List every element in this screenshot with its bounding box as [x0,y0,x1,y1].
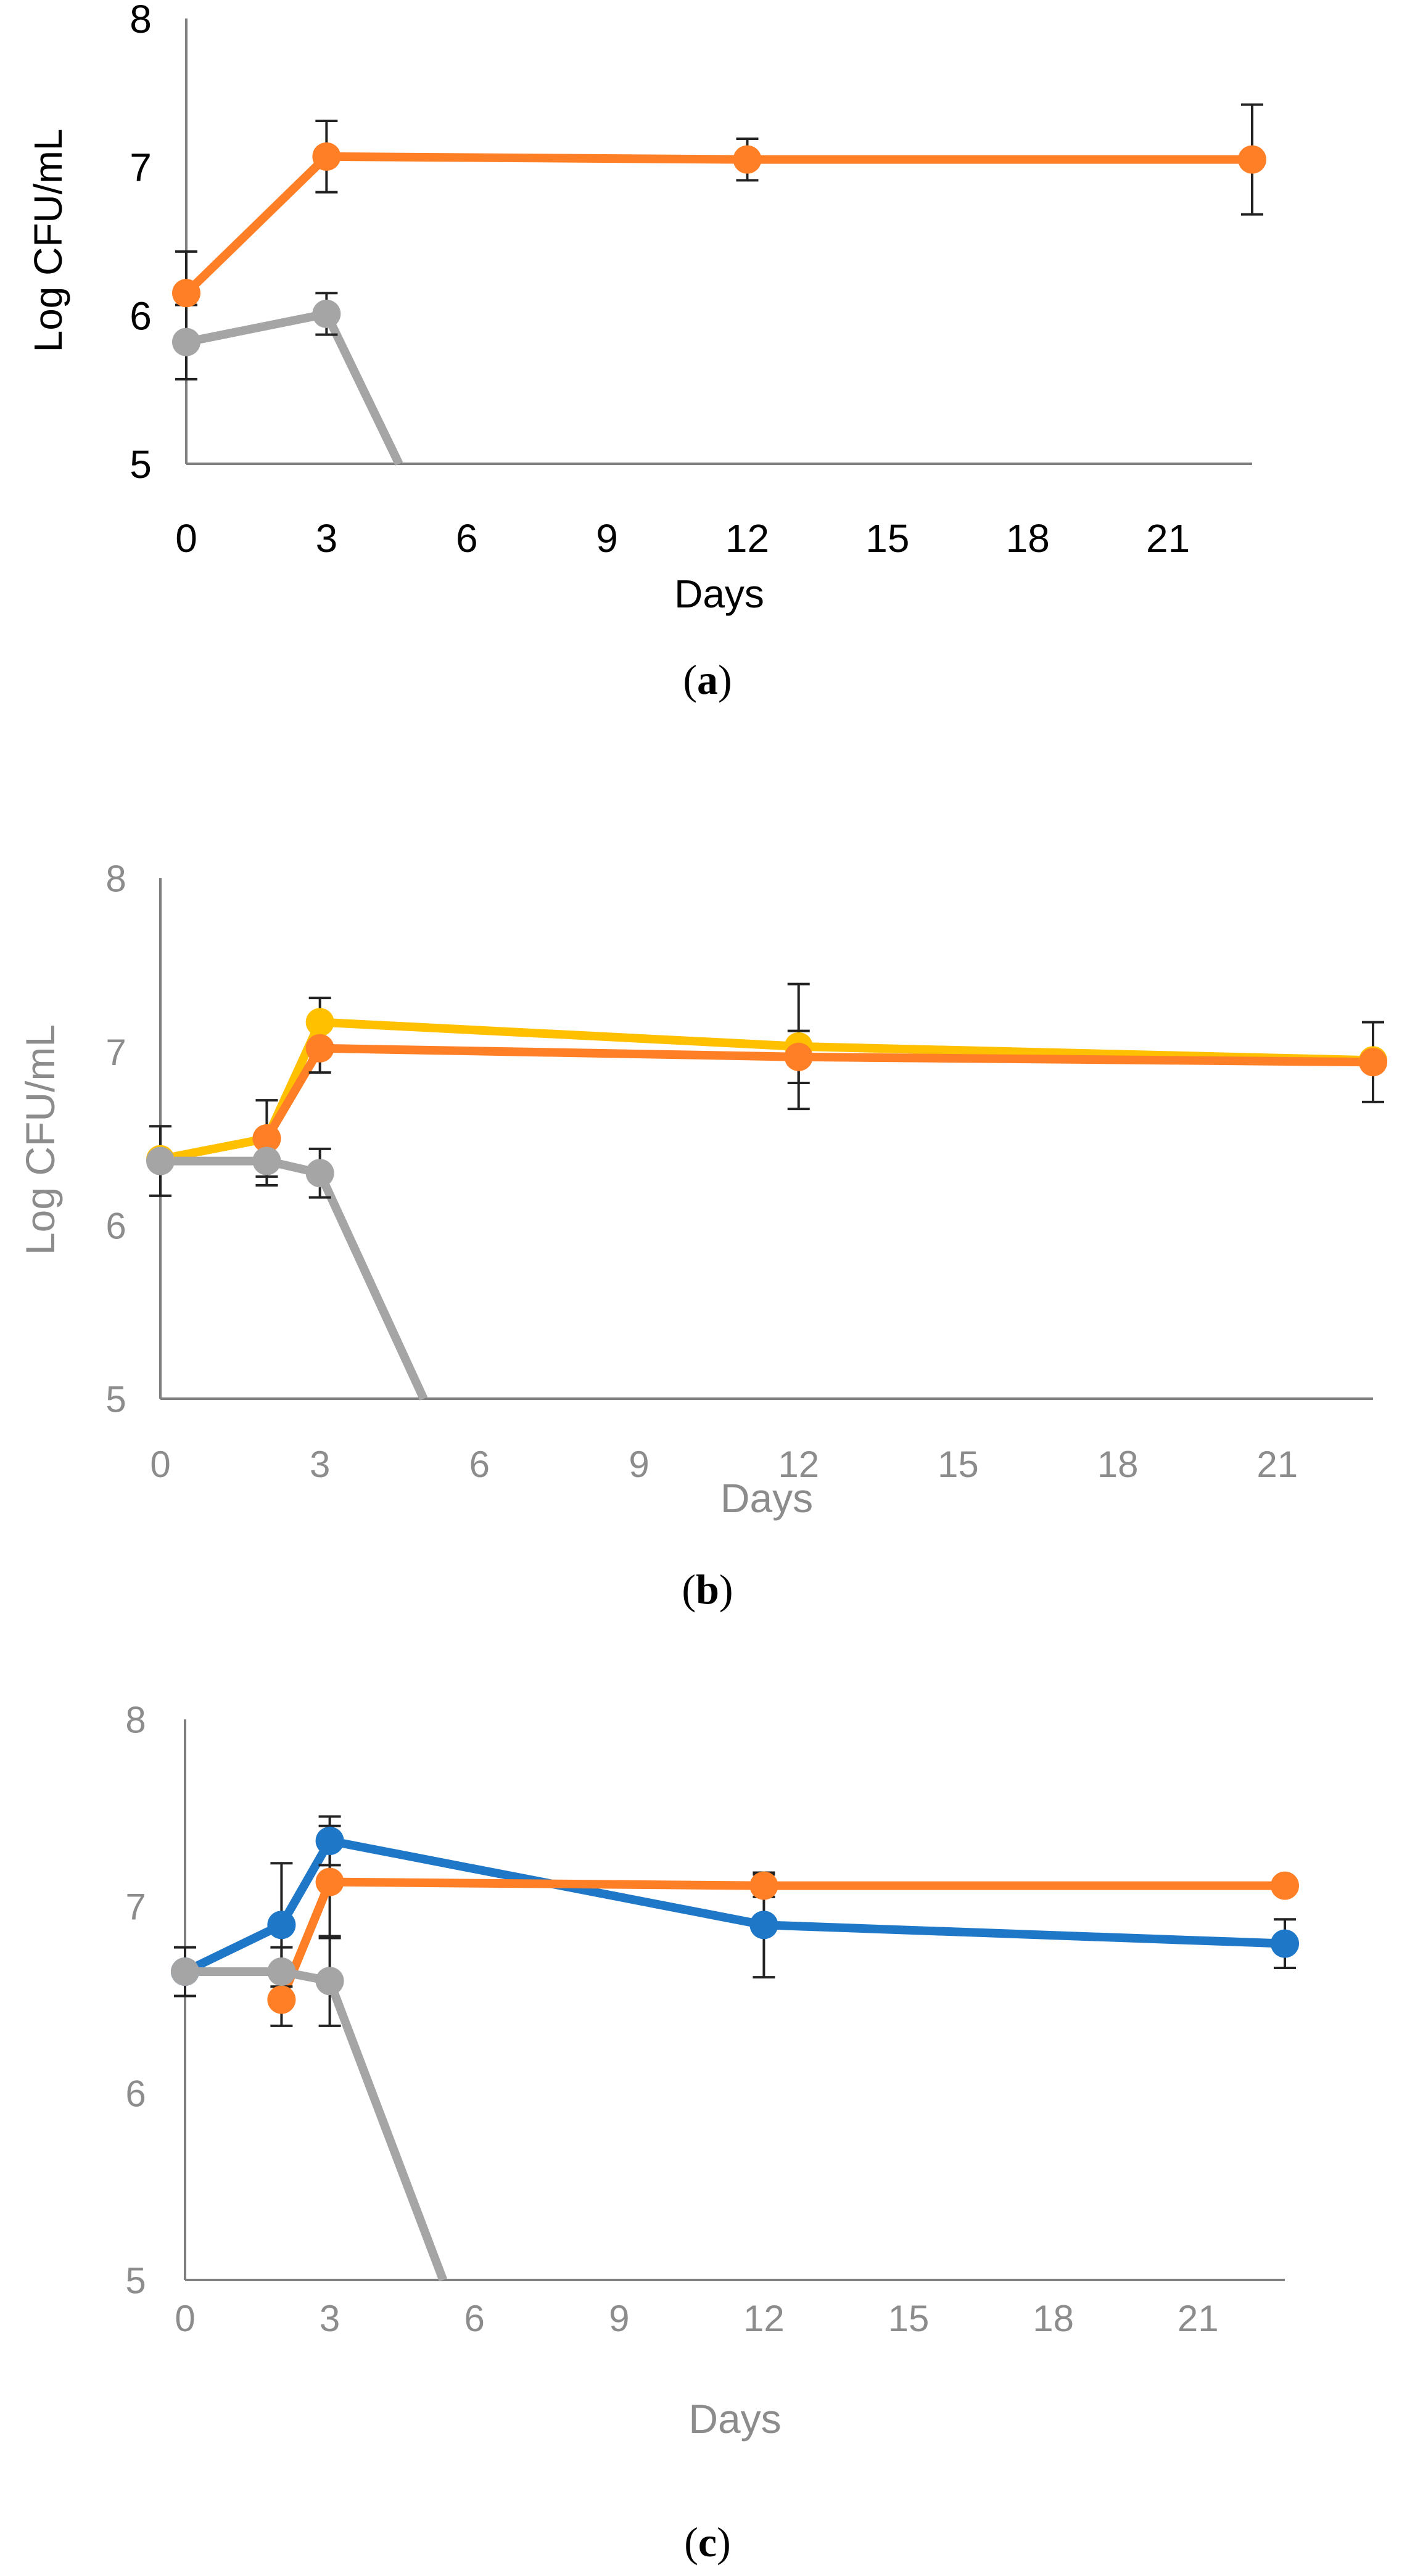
x-tick-label: 0 [150,1444,170,1485]
x-tick-label: 12 [725,516,769,561]
series-line-orange [183,152,1252,297]
caption-paren-open: ( [684,2519,698,2566]
y-tick-label: 7 [105,1032,126,1073]
panel-caption: (c) [684,2519,731,2566]
caption-letter: c [698,2519,717,2566]
x-tick-label: 21 [1146,516,1190,561]
x-tick-label: 3 [316,516,338,561]
caption-paren-close: ) [719,1566,733,1613]
y-tick-label: 7 [130,146,152,190]
panel-a: 5 6 7 8 0 3 6 9 12 15 18 21 Days Log CFU/mL (a) [26,0,1266,703]
x-tick-label: 0 [175,2298,195,2339]
x-tick-label: 6 [464,2298,485,2339]
x-tick-label: 21 [1178,2298,1219,2339]
x-tick-label: 9 [609,2298,629,2339]
series-line-gray [160,1156,428,1401]
series-line-orange [277,1877,1285,2002]
caption-paren-open: ( [682,1566,696,1613]
x-tick-label: 9 [596,516,618,561]
x-tick-label: 3 [320,2298,340,2339]
y-axis-label: Log CFU/mL [26,129,70,353]
x-tick-label: 18 [1033,2298,1074,2339]
y-tick-label: 5 [130,442,152,487]
x-tick-label: 21 [1256,1444,1298,1485]
data-point-gray [171,1957,199,1986]
x-tick-label: 6 [469,1444,490,1485]
y-tick-label: 6 [105,1205,126,1246]
x-tick-label: 15 [938,1444,979,1485]
x-axis-label: Days [674,572,764,616]
data-point-orange [784,1042,813,1071]
x-tick-label: 3 [310,1444,330,1485]
data-point-orange [315,1867,344,1896]
data-point-blue [749,1911,778,1940]
data-point-orange [749,1871,778,1900]
x-tick-label: 0 [175,516,197,561]
data-point-orange [1271,1871,1299,1900]
x-tick-label: 15 [888,2298,930,2339]
panel-caption: (a) [683,656,732,703]
data-point-gray [252,1146,281,1175]
caption-letter: a [697,656,718,703]
data-point-orange [267,1985,296,2014]
x-tick-label: 15 [865,516,909,561]
x-tick-label: 6 [456,516,478,561]
data-point-orange [305,1034,334,1063]
x-tick-label: 12 [778,1444,819,1485]
x-tick-label: 18 [1006,516,1050,561]
y-tick-label: 6 [125,2073,146,2115]
panel-b: 5 6 7 8 0 3 6 9 12 15 18 21 Days Log CFU/mL (b) [17,858,1387,1613]
data-point-orange [1238,145,1266,174]
data-point-orange [252,1124,281,1153]
panel-c: 5 6 7 8 0 3 6 9 12 15 18 21 Days (c) [125,1700,1299,2566]
y-tick-label: 8 [125,1700,146,1741]
y-tick-label: 6 [130,294,152,338]
data-point-gray [305,1159,334,1188]
data-point-gray [172,327,200,356]
y-tick-label: 8 [130,0,152,41]
x-tick-label: 12 [743,2298,785,2339]
series-line-gray [185,1967,447,2282]
data-point-gray [315,1967,344,1996]
data-point-orange [312,142,341,171]
data-point-gray [267,1957,296,1986]
data-point-gray [146,1146,175,1175]
caption-paren-close: ) [717,2519,731,2566]
x-tick-label: 9 [629,1444,649,1485]
x-axis-label: Days [688,2396,781,2442]
data-point-blue [267,1911,296,1940]
y-axis-label: Log CFU/mL [17,1024,63,1255]
data-point-gray [312,299,341,328]
caption-paren-close: ) [718,656,732,703]
data-point-orange [172,279,200,308]
x-axis-label: Days [720,1475,813,1521]
data-point-orange [1359,1048,1387,1077]
data-point-blue [315,1826,344,1855]
y-tick-label: 8 [105,858,126,900]
x-tick-label: 18 [1097,1444,1139,1485]
caption-paren-open: ( [683,656,697,703]
y-tick-label: 5 [105,1379,126,1420]
panel-caption: (b) [682,1566,733,1613]
y-tick-label: 5 [125,2260,146,2302]
data-point-yellow [305,1008,334,1037]
caption-letter: b [696,1566,719,1613]
data-point-orange [733,145,762,174]
y-tick-label: 7 [125,1887,146,1928]
data-point-blue [1271,1929,1299,1958]
series-line-orange [263,1043,1374,1141]
